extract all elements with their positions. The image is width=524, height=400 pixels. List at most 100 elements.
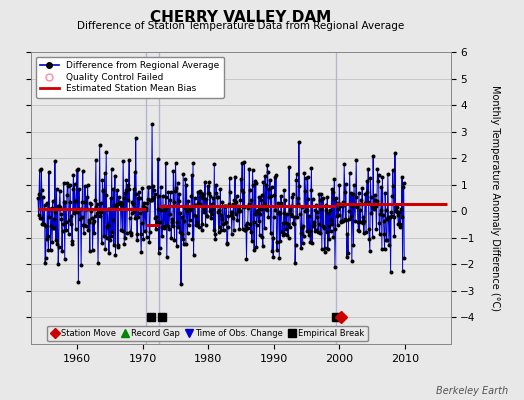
Point (292, 171, 301, 177)
Point (94, 209, 103, 215)
Point (144, 196, 152, 202)
Point (198, 227, 206, 233)
Point (343, 254, 351, 260)
Point (57, 216, 66, 223)
Point (315, 191, 323, 198)
Point (383, 237, 391, 244)
Point (248, 238, 256, 244)
Point (131, 215, 139, 222)
Point (397, 214, 406, 220)
Point (297, 230, 305, 236)
Point (252, 244, 260, 250)
Point (340, 161, 348, 168)
Point (92, 157, 100, 164)
Point (249, 219, 258, 225)
Point (170, 199, 178, 205)
Point (59, 180, 68, 186)
Point (314, 228, 322, 235)
Point (263, 162, 271, 168)
Point (70, 181, 79, 187)
Point (358, 220, 367, 226)
Point (201, 179, 209, 186)
Point (343, 231, 352, 237)
Point (222, 203, 231, 209)
Point (116, 201, 124, 208)
Point (59, 220, 67, 227)
Point (125, 157, 133, 163)
Point (199, 194, 208, 201)
Point (94, 260, 102, 266)
Point (140, 204, 148, 210)
Point (150, 193, 158, 200)
Point (276, 210, 284, 216)
Point (171, 160, 180, 166)
Point (124, 197, 132, 203)
Point (364, 199, 372, 205)
Point (167, 235, 176, 242)
Point (232, 210, 240, 217)
Point (71, 226, 80, 232)
Point (127, 230, 136, 236)
Point (120, 240, 128, 247)
Point (272, 171, 280, 178)
Point (333, 222, 342, 228)
Point (122, 177, 130, 183)
Point (119, 158, 127, 164)
Point (56, 188, 64, 194)
Point (351, 218, 359, 224)
Point (167, 188, 175, 195)
Point (69, 171, 78, 178)
Point (316, 230, 324, 236)
Point (116, 199, 125, 205)
Point (258, 192, 266, 198)
Point (380, 246, 389, 252)
Point (323, 228, 331, 235)
Point (96, 200, 105, 206)
Point (387, 209, 395, 216)
Point (373, 166, 381, 172)
Point (187, 193, 195, 200)
Point (359, 214, 367, 220)
Point (90, 230, 99, 236)
Point (208, 211, 216, 218)
Point (317, 191, 325, 198)
Point (92, 203, 101, 210)
Point (146, 229, 154, 236)
Point (386, 214, 394, 221)
Point (177, 231, 185, 238)
Point (329, 189, 337, 196)
Point (42, 223, 50, 230)
Point (67, 221, 75, 228)
Point (296, 211, 304, 217)
Point (279, 210, 288, 216)
Point (52, 237, 60, 243)
Point (41, 255, 50, 261)
Point (381, 190, 389, 196)
Point (208, 201, 216, 207)
Point (339, 218, 347, 224)
Point (367, 193, 375, 200)
Point (182, 240, 190, 247)
Point (286, 207, 294, 214)
Point (228, 208, 236, 215)
Point (50, 224, 59, 231)
Point (239, 188, 247, 195)
Point (215, 223, 224, 230)
Point (83, 182, 92, 188)
Point (361, 200, 369, 206)
Point (87, 201, 95, 208)
Point (384, 170, 392, 177)
Y-axis label: Monthly Temperature Anomaly Difference (°C): Monthly Temperature Anomaly Difference (… (489, 85, 499, 311)
Point (250, 247, 258, 253)
Point (211, 236, 220, 242)
Text: Difference of Station Temperature Data from Regional Average: Difference of Station Temperature Data f… (78, 21, 405, 31)
Point (312, 202, 321, 208)
Point (363, 178, 372, 184)
Point (230, 227, 238, 233)
Point (280, 230, 289, 237)
Point (281, 197, 289, 203)
Point (88, 208, 96, 214)
Text: CHERRY VALLEY DAM: CHERRY VALLEY DAM (150, 10, 332, 25)
Point (275, 255, 283, 261)
Point (330, 196, 338, 202)
